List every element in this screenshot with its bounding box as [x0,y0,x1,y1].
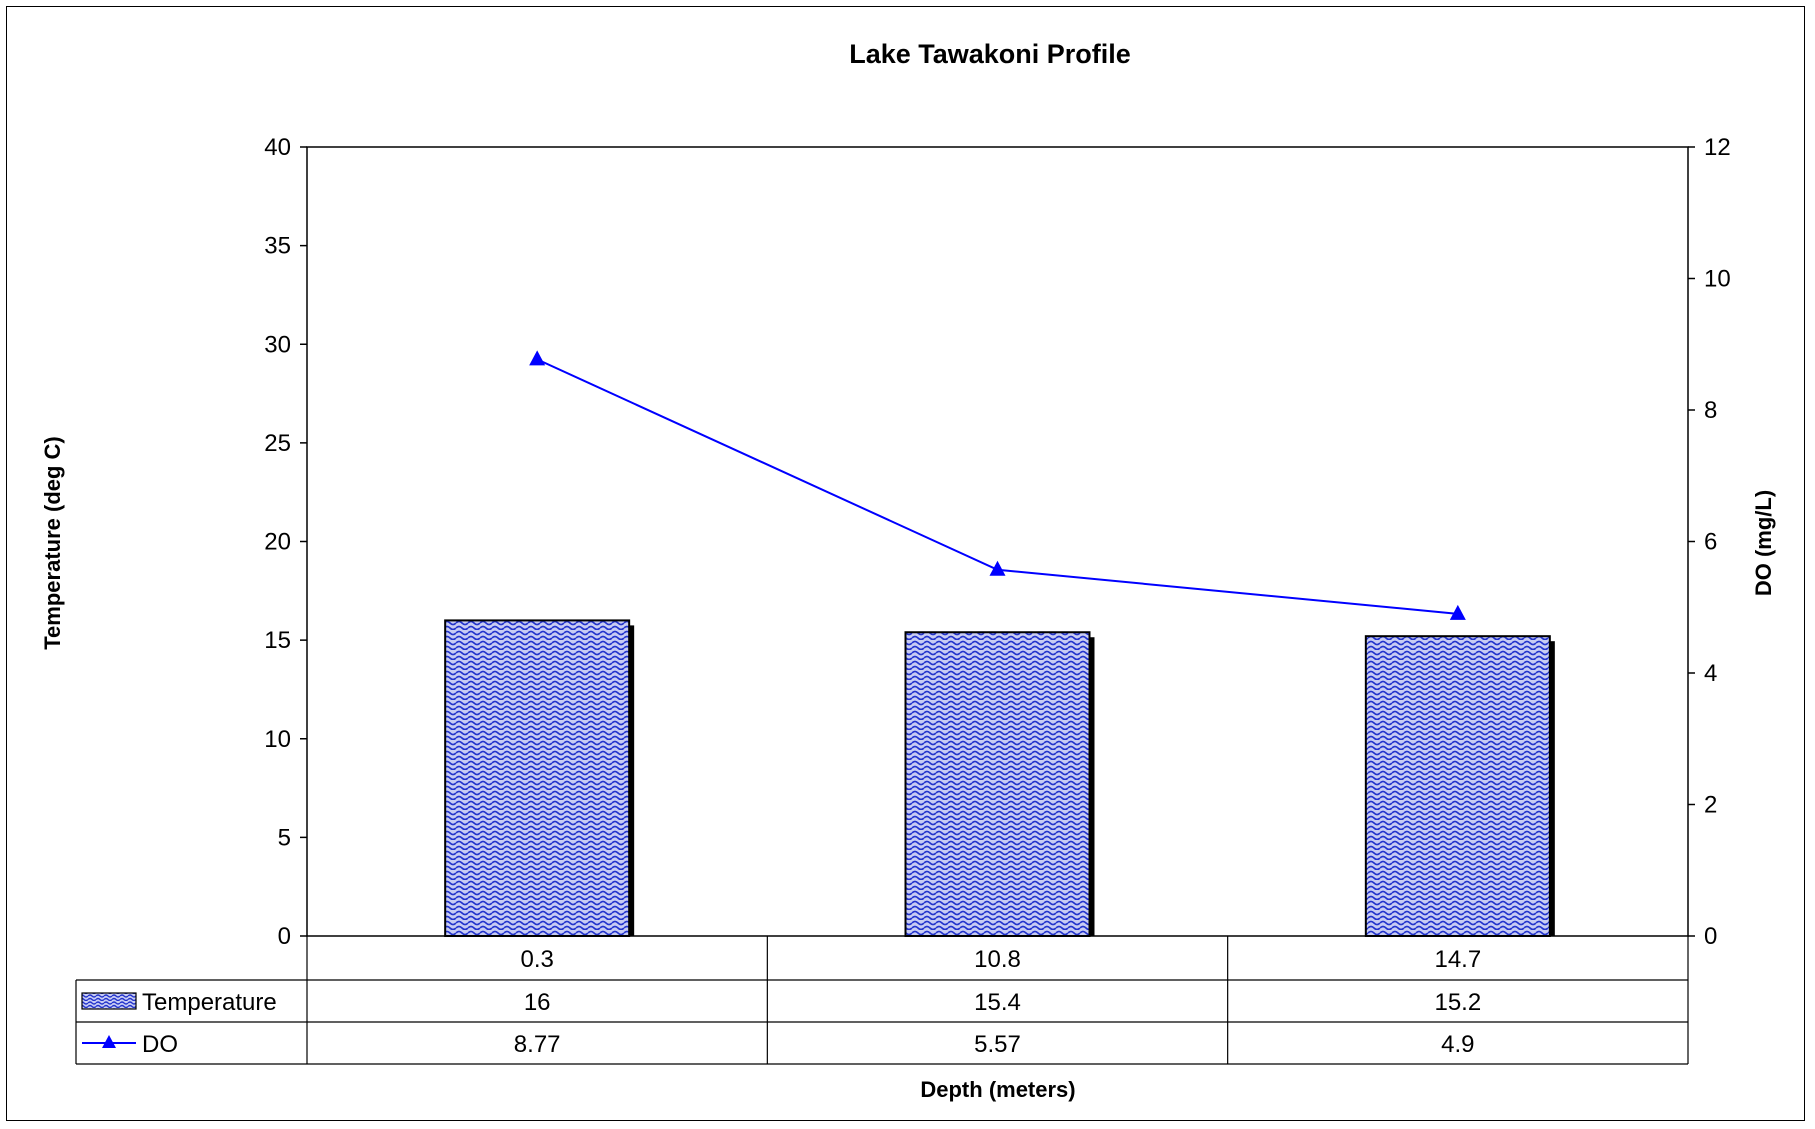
temperature-bar [444,619,631,938]
table-cell-temperature: 15.2 [1434,989,1481,1016]
data-table: 0.3 10.8 14.7 Temperature 16 15.4 15.2 DO 8.77 5.… [75,936,1689,1065]
legend-do-label: DO [142,1031,178,1058]
temperature-bar [904,631,1091,937]
table-cell-do: 5.57 [974,1031,1021,1058]
temperature-bars [444,619,1555,938]
y-tick-label: 10 [264,726,291,753]
y2-tick-label: 6 [1704,529,1717,556]
do-marker [529,350,546,366]
y2-tick-label: 10 [1704,266,1731,293]
y-tick-label: 20 [264,529,291,556]
y-axis-title: Temperature (deg C) [40,436,65,650]
do-marker [1449,604,1466,620]
do-marker [989,560,1006,576]
y2-tick-label: 0 [1704,923,1717,950]
table-cell-do: 8.77 [514,1031,561,1058]
y-tick-label: 30 [264,331,291,358]
chart-title: Lake Tawakoni Profile [849,39,1131,69]
y-tick-label: 15 [264,627,291,654]
table-cell-temperature: 16 [524,989,551,1016]
legend-temperature-label: Temperature [142,989,277,1016]
x-axis-title: Depth (meters) [920,1077,1075,1102]
table-header-cell: 14.7 [1434,946,1481,973]
y-axis: 0 5 10 15 20 25 30 35 40 [264,134,307,950]
y-tick-label: 5 [278,824,291,851]
table-header-cell: 10.8 [974,946,1021,973]
y2-axis-title: DO (mg/L) [1751,490,1776,596]
legend-temperature-swatch [81,992,137,1010]
table-cell-do: 4.9 [1441,1031,1474,1058]
y-tick-label: 25 [264,430,291,457]
legend-do-marker [102,1035,116,1048]
do-series [529,350,1466,620]
y-tick-label: 35 [264,233,291,260]
temperature-bar [1364,635,1551,937]
y2-tick-label: 8 [1704,397,1717,424]
y2-tick-label: 12 [1704,134,1731,161]
y2-tick-label: 4 [1704,660,1717,687]
y-tick-label: 0 [278,923,291,950]
table-cell-temperature: 15.4 [974,989,1021,1016]
y-tick-label: 40 [264,134,291,161]
y2-tick-label: 2 [1704,792,1717,819]
y2-axis: 0 2 4 6 8 10 12 [1688,134,1731,950]
table-header-cell: 0.3 [520,946,553,973]
